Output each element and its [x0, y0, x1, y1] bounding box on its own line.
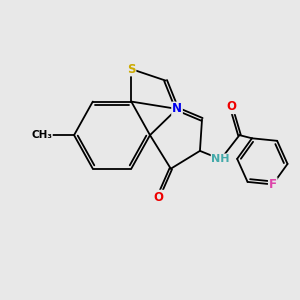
Text: O: O — [226, 100, 236, 113]
Text: N: N — [172, 102, 182, 116]
Text: CH₃: CH₃ — [31, 130, 52, 140]
Text: F: F — [269, 178, 277, 191]
Text: O: O — [153, 190, 163, 203]
Text: NH: NH — [212, 154, 230, 164]
Text: S: S — [127, 63, 136, 76]
